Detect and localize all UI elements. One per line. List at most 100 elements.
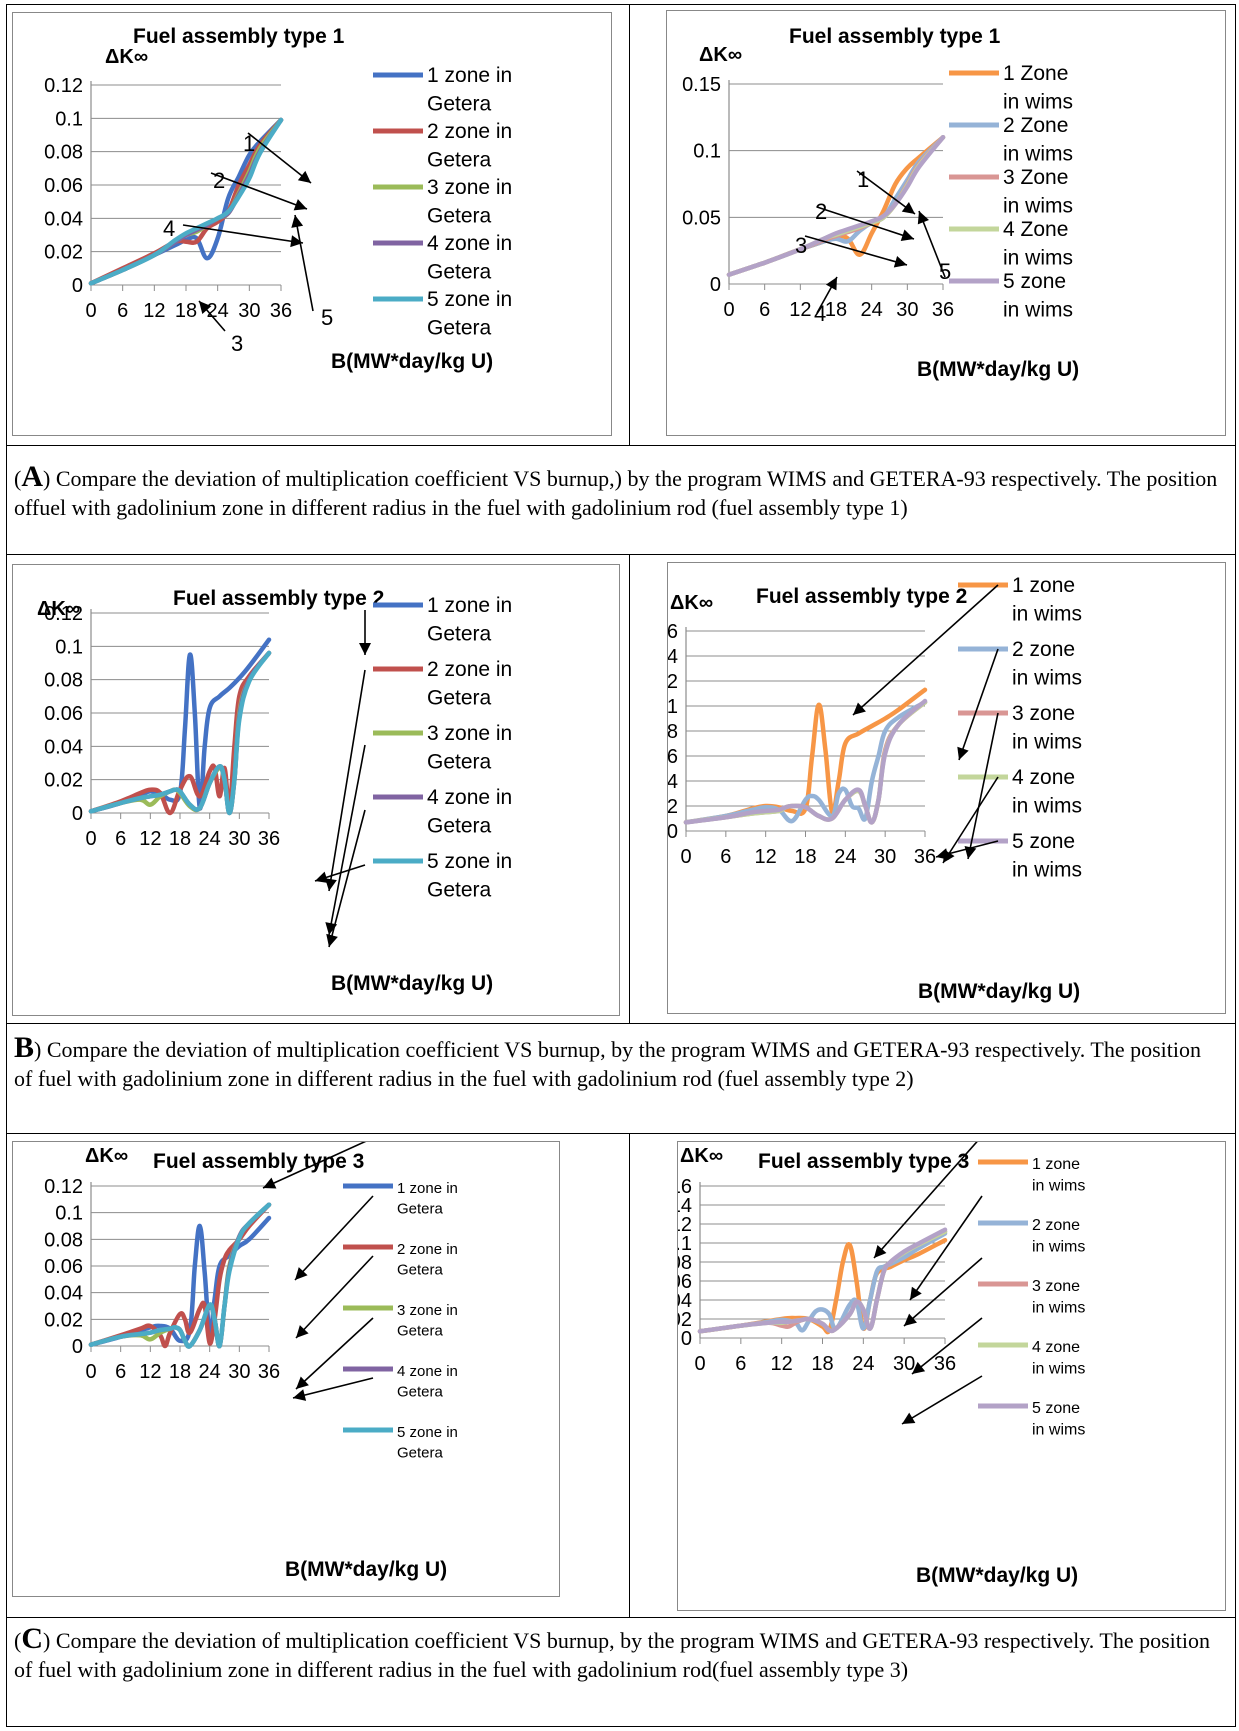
y-tick-label: 0.14 — [678, 1195, 692, 1217]
chart-title: Fuel assembly type 2 — [173, 587, 384, 610]
y-tick-label: 0.08 — [678, 1252, 692, 1274]
x-tick-label: 12 — [789, 299, 811, 321]
annotation-arrow — [328, 669, 366, 892]
chart-b-getera: 0 0.02 0.04 0.06 0.08 0.1 0.12 0 6 12 18 24 30 36 Fuel… — [12, 564, 620, 1016]
annotation-arrow — [967, 712, 999, 860]
arrowhead — [315, 871, 329, 884]
y-tick-label: 0.06 — [44, 703, 83, 725]
chart-title: Fuel assembly type 1 — [133, 25, 345, 48]
x-tick-label: 0 — [85, 300, 96, 322]
annotation-label: 4 — [163, 216, 175, 241]
legend-label: 2 zone in Getera — [397, 1241, 458, 1278]
legend-label: 4 zone in wims — [1032, 1339, 1085, 1378]
series-line — [88, 1202, 272, 1349]
caption-a: (A) Compare the deviation of multiplicat… — [14, 460, 1218, 521]
y-tick-label: 0 — [710, 274, 721, 296]
annotation-arrow — [210, 172, 308, 210]
x-tick-label: 12 — [143, 300, 165, 322]
y-tick-label: 0.02 — [668, 796, 678, 818]
x-tick-label: 6 — [115, 1361, 126, 1383]
caption-b: B) Compare the deviation of multiplicati… — [14, 1033, 1222, 1093]
annotation-label: 5 — [939, 259, 951, 284]
arrowhead — [912, 1361, 926, 1374]
row-divider — [6, 445, 1236, 446]
legend-label: 1 Zone in wims — [1003, 62, 1073, 113]
annotation-arrow — [816, 206, 915, 240]
annotation-label: 3 — [231, 331, 243, 356]
chart-svg: 00.020.040.060.080.10.120 6 12 18 24 30 36Fuel… — [44, 1142, 458, 1581]
arrowhead — [900, 229, 914, 241]
x-tick-label: 0 — [85, 1361, 96, 1383]
y-tick-label: 0.08 — [44, 1229, 83, 1251]
x-axis-label: B(MW*day/kg U) — [285, 1558, 447, 1581]
column-divider — [629, 554, 630, 1023]
x-axis-label: B(MW*day/kg U) — [916, 1564, 1078, 1587]
y-axis-label: ΔK∞ — [105, 46, 148, 68]
x-axis-label: B(MW*day/kg U) — [331, 350, 493, 373]
legend-label: 4 zone in Getera — [427, 232, 512, 283]
legend-label: 1 zone in Getera — [397, 1180, 458, 1217]
arrowhead — [297, 170, 311, 183]
annotation-label: 2 — [213, 168, 225, 193]
legend-label: 4 zone in Getera — [397, 1363, 458, 1400]
chart-title: Fuel assembly type 3 — [153, 1150, 364, 1173]
x-tick-label: 24 — [199, 828, 221, 850]
chart-b-wims: 0 0.02 0.04 0.06 0.08 0.1 0.12 0.14 0.16 0 6 12 18 24… — [667, 562, 1226, 1014]
legend-label: 3 zone in wims — [1012, 702, 1082, 753]
series-line — [683, 700, 928, 825]
y-tick-label: 0.12 — [44, 1176, 83, 1198]
x-tick-label: 24 — [861, 299, 883, 321]
legend-label: 3 Zone in wims — [1003, 166, 1073, 217]
y-axis-label: ΔK∞ — [85, 1145, 128, 1167]
annotation-arrow — [903, 1257, 983, 1327]
legend-label: 4 zone in wims — [1012, 766, 1082, 817]
series-line — [88, 650, 272, 816]
arrowhead — [901, 202, 915, 214]
y-tick-label: 0.16 — [668, 621, 678, 643]
annotation-arrow — [247, 132, 312, 184]
arrowhead — [359, 643, 371, 655]
y-tick-label: 0.08 — [668, 721, 678, 743]
arrowhead — [325, 878, 337, 891]
caption-c: (C) Compare the deviation of multiplicat… — [14, 1622, 1210, 1683]
y-tick-label: 0.08 — [44, 670, 83, 692]
annotation-arrow — [958, 648, 999, 761]
y-tick-label: 0.05 — [682, 207, 721, 229]
annotation-arrow — [295, 1317, 374, 1390]
annotation-arrow — [856, 170, 916, 215]
x-tick-label: 36 — [934, 1353, 956, 1375]
y-tick-label: 0.08 — [44, 142, 83, 164]
annotation-label: 5 — [321, 305, 333, 330]
legend-label: 4 Zone in wims — [1003, 218, 1073, 269]
x-tick-label: 30 — [893, 1353, 915, 1375]
arrowhead — [874, 1245, 887, 1258]
x-tick-label: 36 — [258, 1361, 280, 1383]
arrowhead — [936, 848, 950, 860]
annotation-arrow — [804, 235, 908, 266]
arrowhead — [296, 1325, 309, 1338]
chart-a-getera: 0 0.02 0.04 0.06 0.08 0.1 0.12 0 6 12 18 24 30 36 Fuel… — [12, 12, 612, 436]
y-tick-label: 0.1 — [55, 636, 83, 658]
column-divider — [629, 4, 630, 445]
caption-a-letter: A — [21, 460, 43, 493]
legend-label: 2 zone in Getera — [427, 658, 512, 709]
annotation-arrow — [873, 1142, 978, 1259]
series-line — [697, 1227, 948, 1334]
y-tick-label: 0.12 — [44, 75, 83, 97]
x-tick-label: 24 — [834, 846, 856, 868]
annotation-arrow — [909, 1195, 983, 1301]
arrowhead — [199, 301, 212, 314]
arrowhead — [290, 235, 303, 248]
annotation-arrow — [294, 1195, 374, 1281]
x-tick-label: 36 — [270, 300, 292, 322]
annotation-label: 1 — [243, 131, 255, 156]
legend-label: 5 zone in Getera — [427, 288, 512, 339]
x-tick-label: 30 — [896, 299, 918, 321]
x-tick-label: 12 — [771, 1353, 793, 1375]
y-tick-label: 0.15 — [682, 74, 721, 96]
x-tick-label: 24 — [199, 1361, 221, 1383]
series-line — [683, 698, 928, 825]
series-line — [88, 117, 284, 286]
x-tick-label: 36 — [258, 828, 280, 850]
